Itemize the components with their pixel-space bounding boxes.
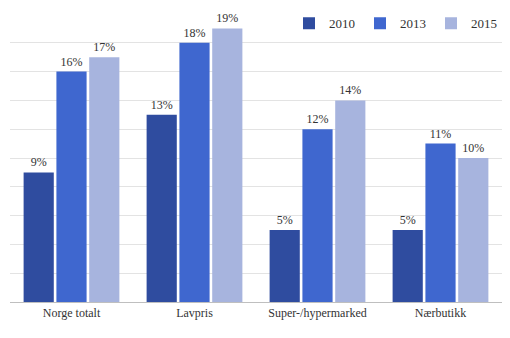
svg-text:17%: 17%: [93, 40, 115, 54]
svg-text:2013: 2013: [400, 16, 426, 31]
svg-text:12%: 12%: [307, 112, 329, 126]
svg-text:11%: 11%: [430, 127, 452, 141]
svg-text:2015: 2015: [471, 16, 497, 31]
svg-text:Super-/hypermarked: Super-/hypermarked: [268, 306, 366, 320]
svg-text:5%: 5%: [277, 213, 293, 227]
svg-text:5%: 5%: [400, 213, 416, 227]
svg-text:13%: 13%: [151, 98, 173, 112]
svg-text:2010: 2010: [329, 16, 355, 31]
svg-text:19%: 19%: [216, 11, 238, 25]
svg-text:14%: 14%: [339, 83, 361, 97]
svg-text:9%: 9%: [31, 155, 47, 169]
svg-text:Norge totalt: Norge totalt: [43, 306, 101, 320]
svg-text:16%: 16%: [61, 55, 83, 69]
svg-text:Lavpris: Lavpris: [176, 306, 213, 320]
svg-text:10%: 10%: [462, 141, 484, 155]
svg-text:Nærbutikk: Nærbutikk: [415, 306, 466, 320]
svg-text:18%: 18%: [184, 26, 206, 40]
